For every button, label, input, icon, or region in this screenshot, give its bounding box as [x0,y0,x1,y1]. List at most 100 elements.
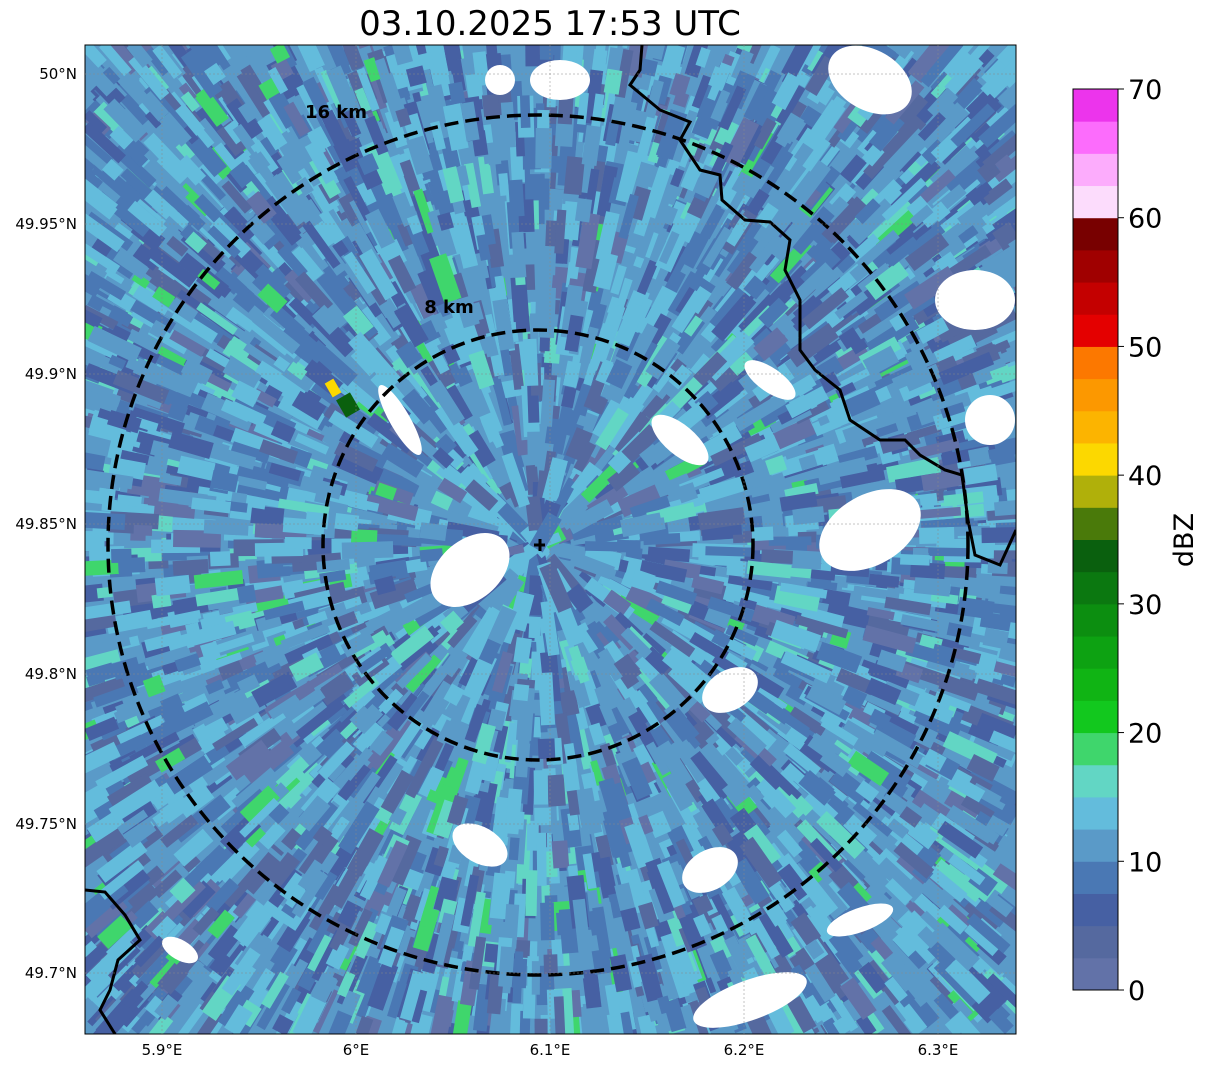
echo-cell [402,894,426,924]
echo-cell [85,649,121,672]
echo-cell [522,338,539,387]
echo-cell [135,953,170,990]
echo-cell [481,93,500,118]
echo-cell [436,719,458,746]
echo-cell [906,772,928,794]
echo-cell [144,47,171,77]
echo-cell [146,693,185,723]
echo-cell [588,722,606,746]
echo-cell [942,47,972,79]
echo-cell [535,127,553,169]
echo-cell [431,712,452,734]
echo-cell [374,312,394,333]
echo-cell [154,574,191,597]
echo-cell [551,406,573,459]
echo-cell [546,774,566,807]
echo-cell [587,286,604,312]
echo-cell [272,1014,294,1034]
echo-cell [534,1018,548,1034]
echo-cell [498,173,510,196]
echo-cell [837,126,860,149]
echo-cell [692,893,714,916]
echo-cell [98,487,116,502]
echo-cell [465,72,483,101]
echo-cell [659,45,686,80]
echo-cell [536,832,547,886]
echo-cell [987,592,1016,609]
echo-cell [247,967,276,1004]
echo-cell [563,156,586,196]
echo-cell [684,348,711,376]
echo-cell [640,632,666,657]
echo-cell [192,714,229,745]
echo-cell [562,461,603,509]
echo-cell [993,499,1016,517]
echo-cell [364,494,419,522]
echo-cell [111,548,132,564]
echo-cell [966,577,1001,599]
echo-cell [203,519,249,536]
echo-cell [885,278,909,301]
echo-cell [85,859,107,881]
echo-cell [209,551,231,567]
echo-cell [85,511,126,530]
echo-cell [372,465,420,497]
echo-cell [928,547,969,557]
echo-cell [660,716,686,746]
echo-cell [550,155,566,174]
echo-cell [176,783,215,819]
echo-cell [861,365,915,397]
echo-cell [738,294,777,334]
echo-cell [186,45,222,73]
echo-cell [172,558,209,576]
echo-cell [975,946,1006,976]
echo-cell [277,498,333,517]
echo-cell [169,1003,207,1034]
echo-cell [996,72,1016,109]
echo-cell [356,955,385,997]
echo-cell [232,602,258,617]
echo-cell [219,661,271,695]
echo-cell [263,384,283,403]
echo-cell [133,524,153,536]
echo-cell [582,1002,603,1034]
echo-cell [611,589,660,626]
echo-cell [537,109,550,131]
echo-cell [933,993,959,1020]
echo-cell [85,265,119,307]
echo-cell [369,578,419,610]
echo-cell [528,617,539,639]
echo-cell [341,541,394,560]
echo-cell [575,622,599,654]
echo-cell [817,86,835,106]
echo-cell [322,262,350,292]
echo-cell [759,149,794,197]
echo-cell [218,867,260,915]
echo-cell [540,902,555,941]
echo-cell [250,505,285,527]
echo-cell [712,383,765,428]
echo-cell [309,180,340,214]
echo-cell [512,683,530,702]
echo-cell [152,799,185,828]
echo-cell [236,584,257,604]
echo-cell [541,245,557,276]
echo-cell [761,549,794,565]
echo-cell [316,209,346,245]
echo-cell [527,431,546,459]
echo-cell [665,371,709,415]
echo-cell [918,527,955,544]
echo-cell [563,710,585,760]
echo-cell [85,792,116,826]
echo-cell [537,738,556,760]
echo-cell [193,941,213,963]
echo-cell [218,660,244,682]
echo-cell [543,954,558,975]
echo-cell [102,268,125,288]
echo-cell [732,534,753,544]
echo-cell [510,276,530,323]
echo-cell [534,807,552,826]
echo-cell [888,992,928,1034]
echo-cell [228,271,249,292]
